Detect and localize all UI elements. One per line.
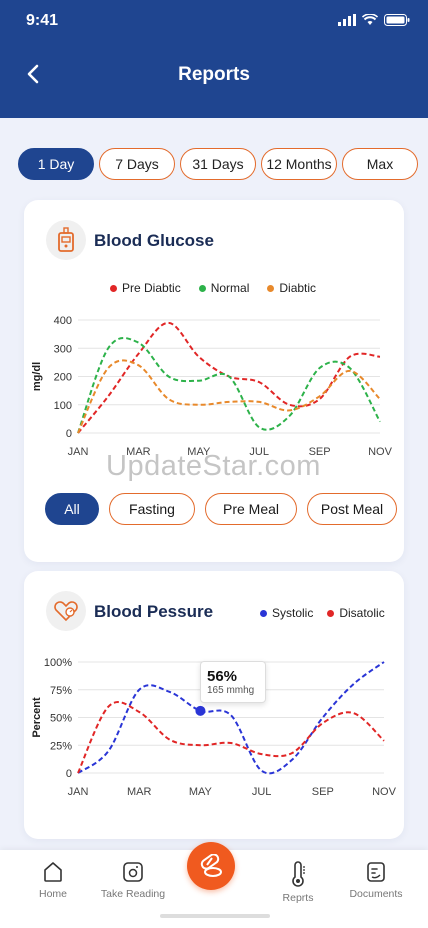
thermometer-icon: [292, 861, 305, 887]
document-icon: [367, 862, 385, 882]
pressure-title: Blood Pessure: [94, 602, 214, 621]
legend-item-pre-diabtic: Pre Diabtic: [110, 281, 181, 295]
x-tick-label: MAR: [127, 786, 152, 798]
legend-dot: [110, 284, 117, 292]
legend-label: Disatolic: [339, 606, 385, 620]
glucose-chart: 0 100 200 300 400 JAN MAR MAY JUL SEP NOV mg/dl: [31, 315, 393, 458]
status-time: 9:41: [26, 12, 59, 29]
glucose-legend: Pre Diabtic Normal Diabtic: [110, 281, 316, 295]
tab-1-day[interactable]: 1 Day: [18, 148, 94, 180]
legend-label: Diabtic: [279, 281, 317, 295]
series-line-disatolic: [77, 701, 385, 774]
reading-device-icon: [123, 862, 143, 882]
y-tick-label: 400: [54, 315, 72, 327]
time-range-tabs: 1 Day 7 Days 31 Days 12 Months Max: [18, 148, 418, 180]
series-line-normal: [77, 337, 381, 434]
tab-max[interactable]: Max: [342, 148, 418, 180]
y-tick-label: 25%: [50, 740, 72, 752]
legend-dot: [267, 284, 275, 292]
y-tick-label: 50%: [50, 713, 72, 725]
home-icon: [44, 862, 62, 882]
y-tick-label: 0: [66, 768, 72, 780]
tooltip-value: 56%: [207, 668, 238, 685]
glucose-meter-icon: [46, 220, 86, 260]
heart-pressure-icon: [46, 591, 86, 631]
filter-post-meal[interactable]: Post Meal: [307, 493, 397, 525]
nav-home[interactable]: Home: [13, 860, 93, 900]
x-tick-label: NOV: [368, 446, 393, 458]
series-line-systolic: [77, 661, 385, 775]
y-tick-label: 100%: [44, 657, 72, 669]
page-title: Reports: [178, 64, 250, 85]
pill-fab-button[interactable]: [187, 842, 235, 890]
y-axis-label: mg/dl: [31, 362, 43, 391]
x-tick-label: JAN: [68, 446, 89, 458]
pills-icon: [200, 854, 222, 877]
back-arrow-icon[interactable]: [22, 62, 46, 86]
nav-take-reading-label: Take Reading: [100, 888, 166, 900]
y-tick-label: 75%: [50, 685, 72, 697]
status-icons: [338, 14, 410, 26]
app-header: 9:41 Reports: [0, 0, 428, 118]
nav-reports-label: Reprts: [282, 892, 314, 904]
legend-item-systolic: Systolic: [260, 606, 313, 620]
x-tick-label: SEP: [312, 786, 334, 798]
chart-tooltip: 56% 165 mmhg: [200, 661, 266, 703]
series-line-pre-diabtic: [77, 321, 381, 434]
legend-label: Systolic: [272, 606, 314, 620]
filter-pre-meal[interactable]: Pre Meal: [205, 493, 297, 525]
y-tick-label: 200: [54, 372, 72, 384]
series-line-diabtic: [77, 359, 381, 434]
glucose-filter-tabs: All Fasting Pre Meal Post Meal: [45, 493, 397, 525]
battery-icon: [384, 14, 410, 26]
nav-reports[interactable]: Reprts: [258, 860, 338, 904]
tooltip-unit: 165 mmhg: [207, 685, 255, 696]
wifi-icon: [362, 14, 378, 25]
tab-7-days[interactable]: 7 Days: [99, 148, 175, 180]
nav-take-reading[interactable]: Take Reading: [93, 860, 173, 900]
filter-fasting[interactable]: Fasting: [109, 493, 195, 525]
x-tick-label: SEP: [309, 446, 331, 458]
x-tick-label: MAY: [187, 446, 211, 458]
legend-label: Normal: [210, 281, 250, 295]
blood-pressure-card: Blood Pessure Systolic Disatolic 0 25% 50%…: [24, 571, 404, 839]
highlight-point[interactable]: [195, 705, 206, 716]
y-axis-label: Percent: [31, 697, 43, 738]
x-tick-label: NOV: [372, 786, 397, 798]
y-tick-label: 100: [54, 400, 72, 412]
legend-item-normal: Normal: [198, 281, 250, 295]
legend-dot: [198, 284, 206, 292]
tab-12-months[interactable]: 12 Months: [261, 148, 337, 180]
signal-icon: [338, 14, 356, 26]
nav-documents[interactable]: Documents: [336, 860, 416, 900]
glucose-title: Blood Glucose: [94, 231, 214, 250]
x-tick-label: JAN: [68, 786, 89, 798]
pressure-legend: Systolic Disatolic: [260, 606, 385, 620]
legend-item-diabtic: Diabtic: [267, 281, 316, 295]
legend-dot: [260, 609, 267, 617]
nav-documents-label: Documents: [349, 888, 403, 900]
y-tick-label: 0: [66, 428, 72, 440]
legend-item-disatolic: Disatolic: [327, 606, 385, 620]
legend-dot: [327, 609, 335, 617]
legend-label: Pre Diabtic: [122, 281, 181, 295]
blood-glucose-card: Blood Glucose Pre Diabtic Normal Diabtic…: [24, 200, 404, 562]
x-tick-label: MAR: [126, 446, 151, 458]
home-indicator: [160, 914, 270, 918]
pressure-chart: 0 25% 50% 75% 100% JAN MAR MAY JUL SEP NOV Percent: [31, 657, 397, 798]
x-tick-label: JUL: [249, 446, 269, 458]
filter-all[interactable]: All: [45, 493, 99, 525]
x-tick-label: MAY: [189, 786, 213, 798]
y-tick-label: 300: [54, 343, 72, 355]
x-tick-label: JUL: [252, 786, 272, 798]
tab-31-days[interactable]: 31 Days: [180, 148, 256, 180]
nav-home-label: Home: [38, 888, 67, 900]
